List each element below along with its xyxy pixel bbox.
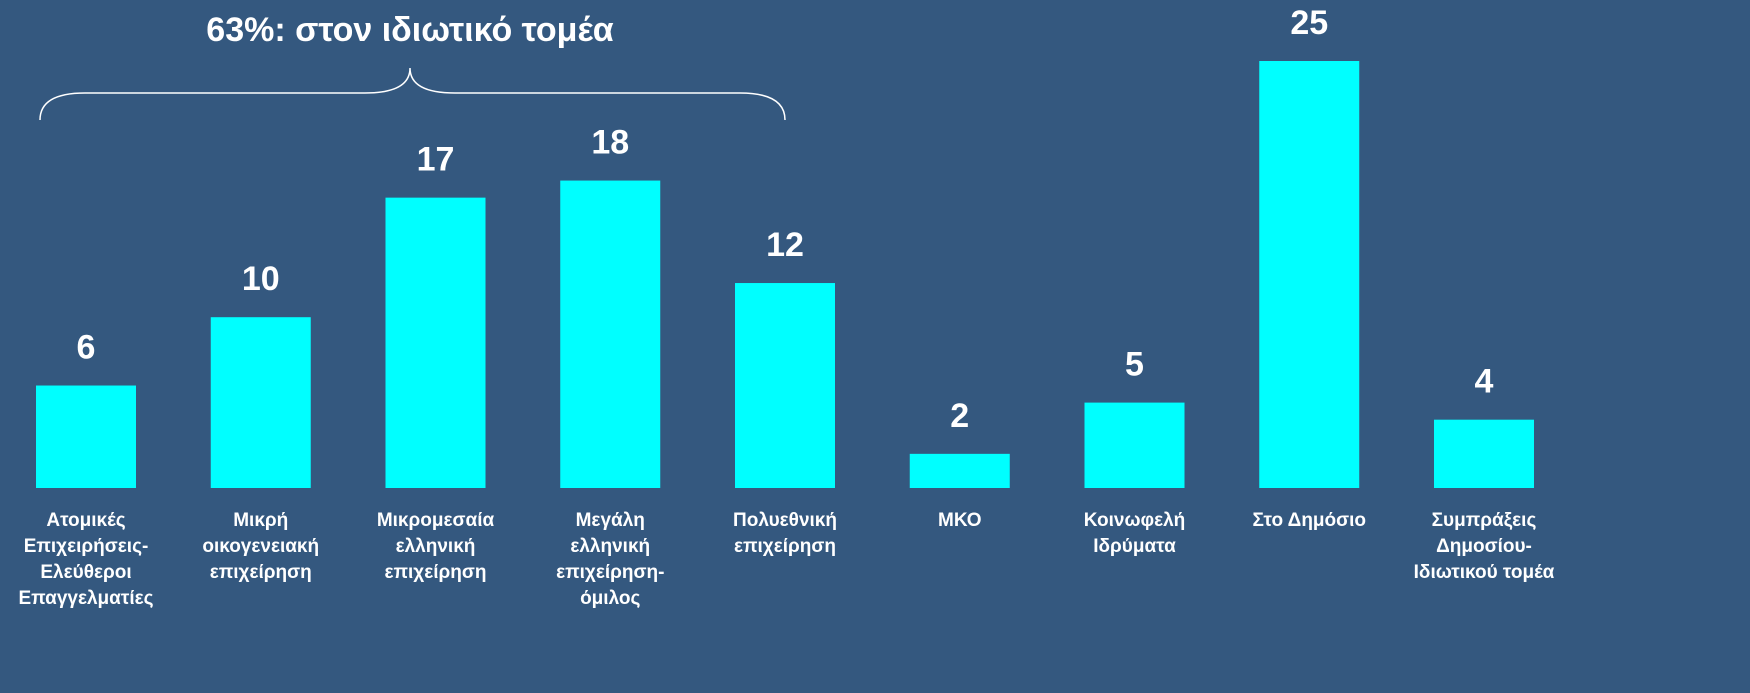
annotation: 63%: στον ιδιωτικό τομέα	[206, 11, 614, 49]
value-label: 18	[591, 124, 629, 162]
value-label: 4	[1475, 363, 1494, 401]
category-label: Μικρομεσαία ελληνική επιχείρηση	[376, 510, 495, 583]
value-label: 5	[1125, 346, 1144, 384]
category-label: Πολυεθνική επιχείρηση	[733, 510, 837, 557]
bar	[385, 197, 486, 488]
value-label: 17	[417, 141, 455, 179]
bar	[735, 283, 835, 488]
category-label: Συμπράξεις Δημοσίου- Ιδιωτικού τομέα	[1413, 510, 1555, 583]
category-label: Μεγάλη ελληνική επιχείρηση- όμιλος	[556, 510, 665, 609]
bar	[560, 180, 661, 488]
bar	[909, 453, 1010, 488]
bar	[1259, 61, 1360, 488]
brace	[39, 67, 786, 121]
category-label: Στο Δημόσιο	[1252, 510, 1367, 531]
category-label: Ατομικές Επιχειρήσεις- Ελεύθεροι Επαγγελ…	[18, 510, 154, 609]
category-label: ΜΚΟ	[938, 510, 982, 531]
value-label: 2	[950, 397, 969, 435]
category-label: Μικρή οικογενειακή επιχείρηση	[202, 510, 320, 583]
category-label: Κοινωφελή Ιδρύματα	[1083, 510, 1186, 557]
bar	[1084, 402, 1185, 488]
bar	[210, 317, 311, 488]
value-label: 6	[77, 329, 96, 367]
value-label: 25	[1290, 4, 1328, 42]
value-label: 10	[242, 260, 280, 298]
bar	[1434, 419, 1534, 488]
bar	[36, 385, 136, 488]
value-label: 12	[766, 226, 804, 264]
